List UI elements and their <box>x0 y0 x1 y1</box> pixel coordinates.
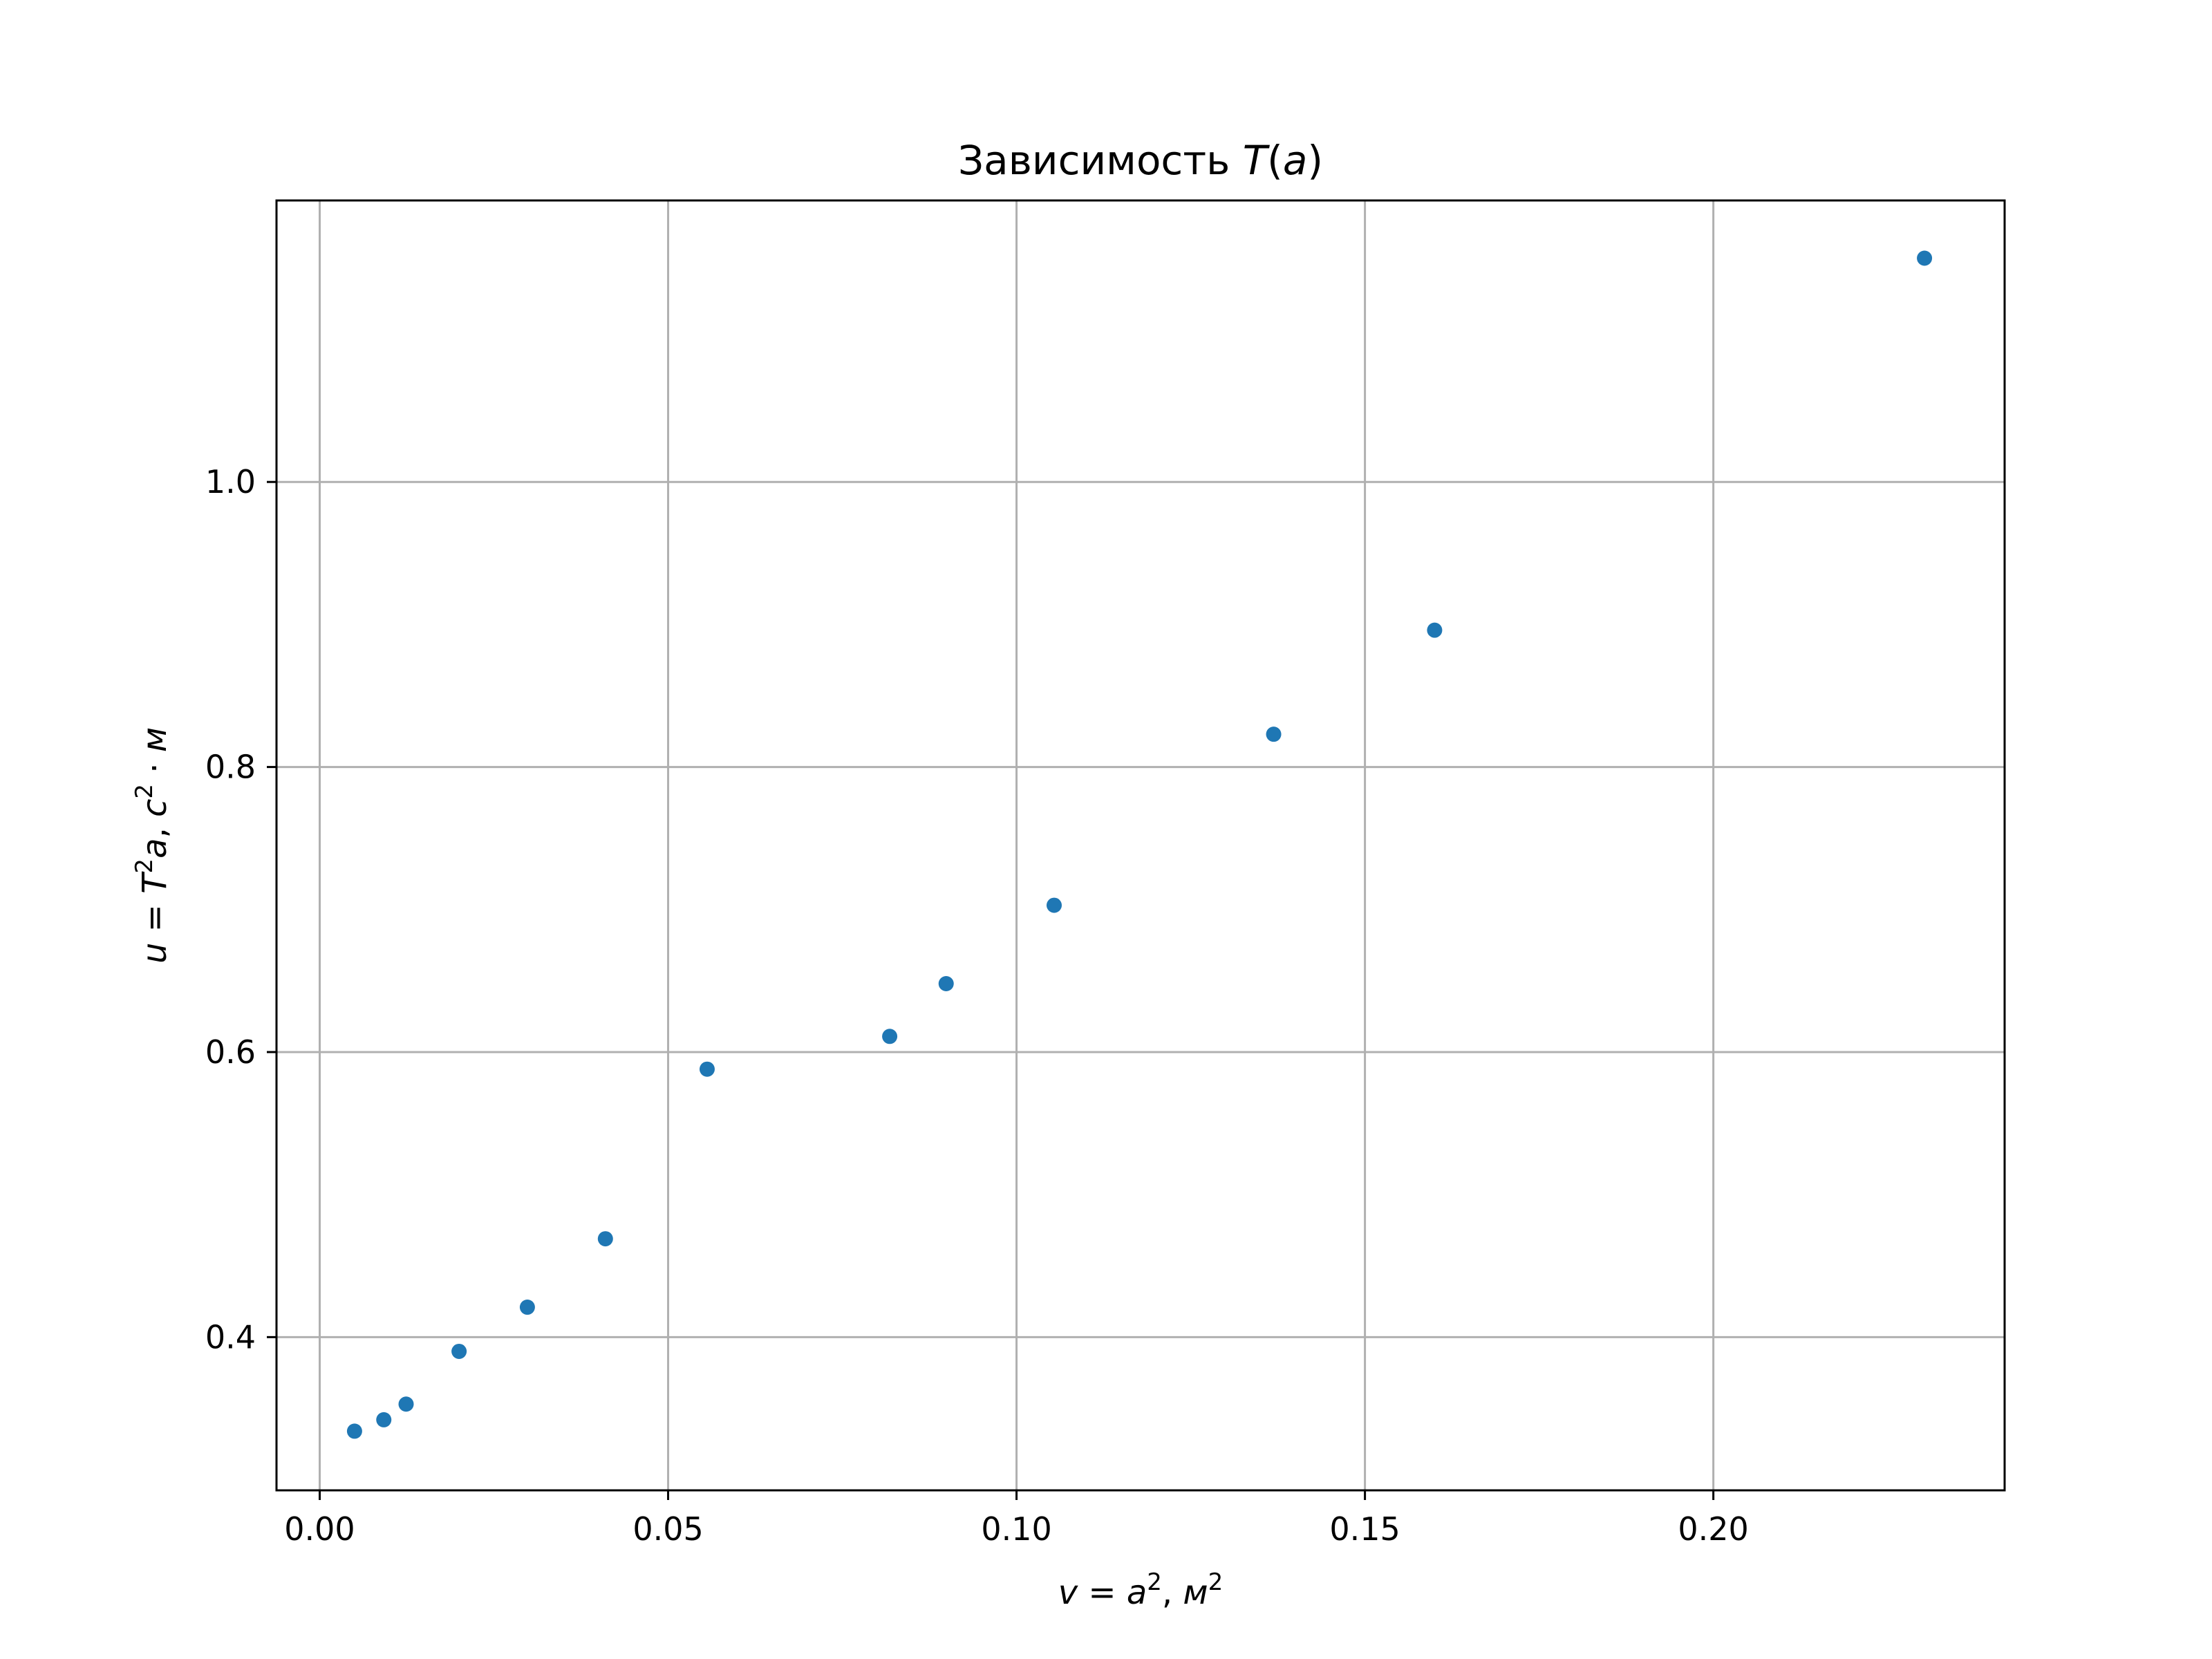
data-point <box>938 976 954 992</box>
x-tick-label: 0.00 <box>284 1510 355 1548</box>
y-axis-ticks: 0.4 0.6 0.8 1.0 <box>205 463 276 1356</box>
data-point <box>376 1412 392 1427</box>
data-points <box>346 250 1933 1439</box>
grid <box>276 200 2005 1490</box>
y-tick-label: 1.0 <box>205 463 256 500</box>
x-tick-label: 0.05 <box>632 1510 703 1548</box>
data-point <box>699 1061 715 1077</box>
x-axis-ticks: 0.00 0.05 0.10 0.15 0.20 <box>284 1490 1749 1548</box>
data-point <box>597 1231 613 1247</box>
data-point <box>1266 727 1282 742</box>
data-point <box>451 1343 467 1359</box>
data-point <box>1917 250 1933 266</box>
data-point <box>346 1423 362 1439</box>
x-tick-label: 0.15 <box>1329 1510 1400 1548</box>
x-tick-label: 0.20 <box>1678 1510 1748 1548</box>
data-point <box>398 1396 414 1412</box>
x-axis-title: v = a2, м2 <box>1058 1568 1224 1612</box>
data-point <box>1427 622 1443 638</box>
y-tick-label: 0.4 <box>205 1318 256 1356</box>
data-point <box>519 1300 535 1315</box>
y-axis-title: u = T2a, с2 · м <box>131 727 174 964</box>
chart-title: Зависимость T(a) <box>958 137 1323 184</box>
y-tick-label: 0.8 <box>205 749 256 786</box>
y-tick-label: 0.6 <box>205 1033 256 1071</box>
data-point <box>882 1029 898 1044</box>
data-point <box>1047 897 1062 913</box>
plot-frame <box>275 199 2006 1492</box>
x-tick-label: 0.10 <box>981 1510 1051 1548</box>
